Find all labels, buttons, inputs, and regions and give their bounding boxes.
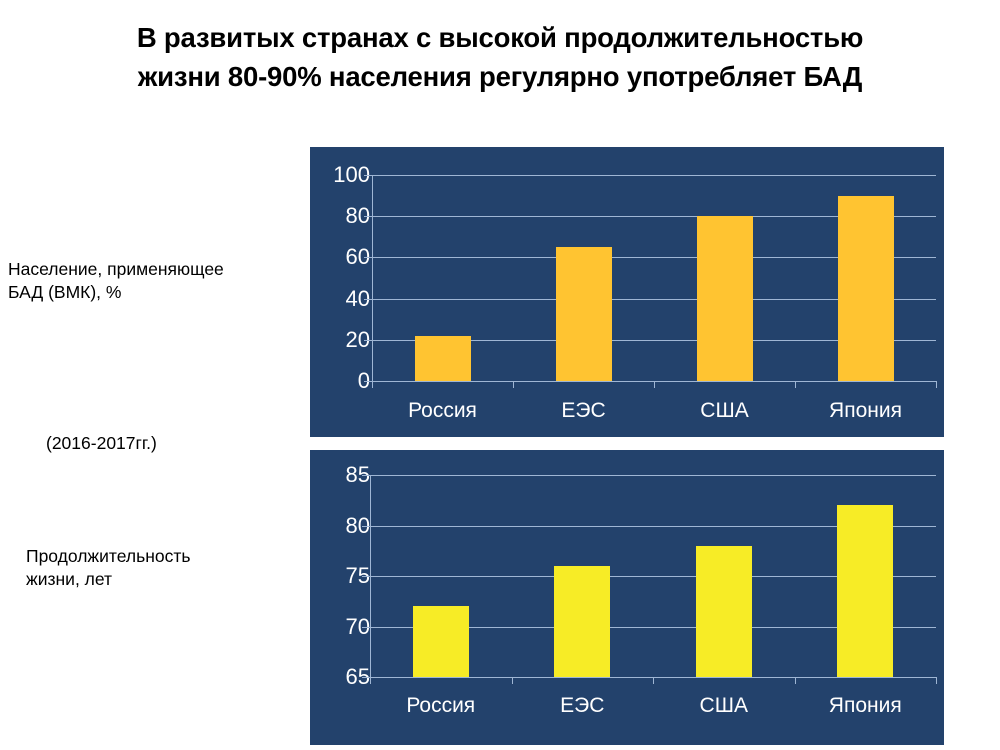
page-title: В развитых странах с высокой продолжител…	[30, 18, 970, 96]
gridline-supplements	[372, 216, 936, 217]
x-tick-mark-supplements	[654, 381, 655, 388]
x-tick-mark-life-expectancy	[653, 677, 654, 684]
caption-population-supplements: Население, применяющее БАД (ВМК), %	[8, 259, 224, 303]
bar-life-expectancy	[412, 606, 469, 677]
gridline-supplements	[372, 299, 936, 300]
category-label-life-expectancy: Россия	[406, 694, 476, 717]
category-label-life-expectancy: Япония	[828, 694, 902, 717]
gridline-life-expectancy	[370, 475, 936, 476]
y-tick-label-supplements: 0	[357, 368, 370, 393]
bar-supplements	[837, 195, 894, 381]
x-tick-mark-life-expectancy	[936, 677, 937, 684]
y-tick-label-life-expectancy: 80	[345, 512, 370, 538]
y-axis-line-supplements	[372, 175, 373, 381]
y-tick-mark-supplements	[364, 216, 372, 217]
x-tick-mark-life-expectancy	[795, 677, 796, 684]
chart-panel-life-expectancy: 65 70 75 80 85 Россия ЕЭС США Япония	[310, 450, 944, 745]
x-tick-mark-supplements	[372, 381, 373, 388]
category-label-supplements: США	[700, 399, 749, 422]
y-tick-mark-life-expectancy	[362, 677, 370, 678]
gridline-supplements	[372, 340, 936, 341]
bar-supplements	[696, 216, 753, 381]
y-tick-label-supplements: 40	[345, 285, 370, 311]
x-tick-mark-supplements	[795, 381, 796, 388]
category-label-life-expectancy: ЕЭС	[560, 694, 605, 717]
y-tick-mark-supplements	[364, 381, 372, 382]
chart-plot-area-life-expectancy: 65 70 75 80 85 Россия ЕЭС США Япония	[310, 450, 944, 745]
y-tick-label-supplements: 100	[333, 162, 370, 187]
y-tick-mark-life-expectancy	[362, 475, 370, 476]
x-tick-mark-supplements	[513, 381, 514, 388]
bar-supplements	[414, 335, 471, 381]
page-title-line-2: жизни 80-90% населения регулярно употреб…	[137, 61, 863, 93]
gridline-supplements	[372, 257, 936, 258]
y-tick-mark-life-expectancy	[362, 576, 370, 577]
x-tick-mark-life-expectancy	[512, 677, 513, 684]
bar-life-expectancy	[554, 565, 611, 677]
chart-plot-area-supplements: 0 20 40 60 80 100 Россия ЕЭС США Япония	[310, 147, 944, 437]
y-axis-labels-life-expectancy: 65 70 75 80 85	[318, 450, 370, 745]
gridline-supplements	[372, 175, 936, 176]
category-label-supplements: Россия	[408, 399, 477, 422]
category-label-supplements: Япония	[829, 399, 902, 422]
category-label-supplements: ЕЭС	[561, 399, 606, 422]
caption-life-expectancy: Продолжительность жизни, лет	[26, 546, 191, 590]
bars-supplements	[310, 147, 944, 437]
page-title-line-1: В развитых странах с высокой продолжител…	[136, 22, 864, 53]
y-tick-label-life-expectancy: 75	[345, 563, 370, 588]
gridline-life-expectancy	[370, 526, 936, 527]
bar-life-expectancy	[837, 505, 894, 677]
y-tick-label-supplements: 60	[345, 244, 370, 270]
y-axis-labels-supplements: 0 20 40 60 80 100	[318, 147, 370, 437]
bar-supplements	[555, 247, 612, 381]
bars-life-expectancy	[310, 450, 944, 745]
chart-panel-supplements: 0 20 40 60 80 100 Россия ЕЭС США Япония	[310, 147, 944, 437]
y-tick-label-life-expectancy: 85	[345, 462, 370, 487]
gridline-life-expectancy	[370, 627, 936, 628]
y-tick-mark-supplements	[364, 340, 372, 341]
y-tick-mark-supplements	[364, 299, 372, 300]
y-tick-mark-life-expectancy	[362, 526, 370, 527]
y-tick-label-supplements: 80	[345, 203, 370, 229]
y-tick-mark-life-expectancy	[362, 627, 370, 628]
bar-life-expectancy	[695, 545, 752, 677]
x-tick-mark-supplements	[936, 381, 937, 388]
x-tick-mark-life-expectancy	[370, 677, 371, 684]
y-tick-label-life-expectancy: 65	[345, 664, 370, 689]
y-tick-label-life-expectancy: 70	[345, 613, 370, 639]
category-label-life-expectancy: США	[699, 694, 748, 717]
gridline-life-expectancy	[370, 576, 936, 577]
y-tick-label-supplements: 20	[345, 326, 370, 352]
y-tick-mark-supplements	[364, 175, 372, 176]
caption-years-range: (2016-2017гг.)	[46, 433, 157, 453]
y-tick-mark-supplements	[364, 257, 372, 258]
